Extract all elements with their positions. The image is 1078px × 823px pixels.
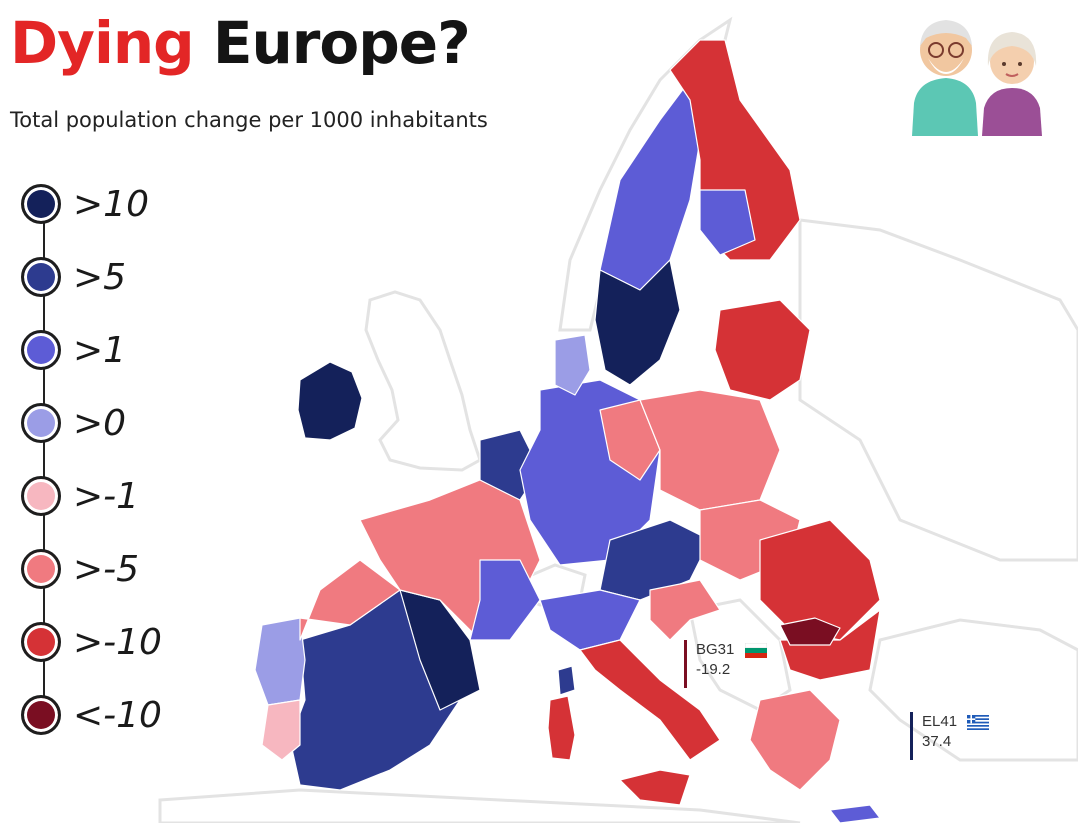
region-sicily — [619, 769, 691, 806]
legend-swatch — [21, 549, 61, 589]
turkey-outline — [868, 618, 1078, 762]
legend-item: >-10 — [18, 616, 162, 668]
legend-item: <-10 — [18, 689, 162, 741]
legend-label: >-1 — [73, 475, 140, 517]
title-word-dying: Dying — [10, 9, 195, 77]
region-denmark — [554, 334, 591, 396]
title-word-europe: Europe? — [212, 9, 471, 77]
region-sweden-south — [594, 259, 681, 386]
callout-value: 37.4 — [922, 733, 952, 750]
region-portugal-south — [261, 699, 301, 761]
legend-swatch — [21, 403, 61, 443]
legend-swatch — [21, 476, 61, 516]
legend-swatch — [21, 184, 61, 224]
region-cyprus — [829, 804, 881, 823]
region-italy-north — [539, 589, 641, 651]
legend-label: >0 — [73, 402, 127, 444]
callout-text: EL41 37.4 — [922, 712, 990, 752]
callout-bar — [684, 640, 687, 688]
legend-label: >-5 — [73, 548, 140, 590]
eastern-europe-outline — [798, 218, 1078, 562]
great-britain-outline — [364, 290, 482, 472]
legend-label: >-10 — [73, 621, 162, 663]
callout-text: BG31 -19.2 — [696, 640, 767, 680]
callout-value: -19.2 — [696, 661, 731, 678]
region-ireland — [297, 361, 363, 441]
legend-label: >10 — [73, 183, 149, 225]
legend-item: >-5 — [18, 543, 139, 595]
legend-item: >0 — [18, 397, 126, 449]
region-croatia — [649, 579, 721, 641]
region-portugal-north — [254, 617, 306, 706]
region-germany-east — [599, 399, 661, 481]
page-title: Dying Europe? — [10, 14, 471, 72]
legend-label: >1 — [73, 329, 127, 371]
legend-swatch — [21, 330, 61, 370]
region-poland — [639, 389, 781, 511]
page-subtitle: Total population change per 1000 inhabit… — [10, 108, 488, 132]
callout-code: EL41 — [922, 713, 958, 730]
region-italy-south — [579, 639, 721, 761]
elderly-couple-icon — [912, 20, 1042, 136]
region-bg31 — [779, 617, 841, 646]
legend-item: >10 — [18, 178, 149, 230]
legend-swatch — [21, 695, 61, 735]
eu-regions — [254, 39, 881, 823]
legend-label: >5 — [73, 256, 127, 298]
legend-item: >-1 — [18, 470, 139, 522]
region-france-east — [469, 559, 541, 641]
legend-item: >5 — [18, 251, 126, 303]
bulgaria-flag-icon — [744, 642, 767, 658]
region-sardinia — [547, 695, 576, 761]
region-corsica — [557, 665, 576, 696]
callout-bar — [910, 712, 913, 760]
legend-item: >1 — [18, 324, 126, 376]
region-greece — [749, 689, 841, 791]
region-baltics — [714, 299, 811, 401]
map-legend: >10 >5 >1 >0 >-1 >-5 >-10 <-10 — [18, 178, 218, 738]
region-romania — [759, 519, 881, 641]
non-eu-land — [158, 16, 1078, 823]
region-finland-south — [699, 189, 756, 256]
legend-connector-line — [43, 203, 45, 708]
legend-swatch — [21, 622, 61, 662]
legend-swatch — [21, 257, 61, 297]
greece-flag-icon — [967, 714, 990, 730]
legend-label: <-10 — [73, 694, 162, 736]
region-spain-northwest — [299, 559, 401, 641]
callout-code: BG31 — [696, 641, 735, 658]
north-africa-outline — [158, 788, 801, 823]
